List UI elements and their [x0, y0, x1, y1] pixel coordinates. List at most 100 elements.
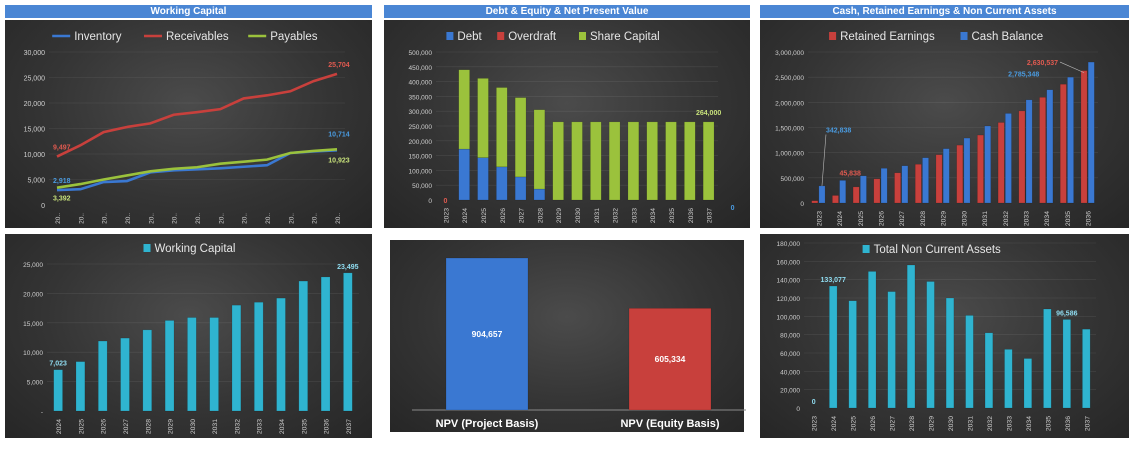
- legend-label-receivables: Receivables: [166, 31, 229, 43]
- bar-debt: [458, 148, 470, 201]
- y-tick-label: 500,000: [781, 176, 805, 183]
- x-tick-label: 2024: [56, 419, 63, 434]
- x-tick-label: 2029: [929, 416, 936, 431]
- data-label: 23,495: [337, 264, 359, 271]
- bar-total-non-current-assets: [1082, 328, 1091, 409]
- x-tick-label: 20..: [288, 213, 295, 224]
- legend-label-retained-earnings: Retained Earnings: [840, 31, 935, 43]
- bar-working-capital: [120, 337, 130, 412]
- x-tick-label: 20..: [125, 213, 132, 224]
- y-tick-label: 25,000: [23, 262, 43, 269]
- debt-equity-bar-chart: 0 50,000 100,000 150,000 200,000 250,000 300,0…: [384, 20, 750, 228]
- bar-total-non-current-assets: [1023, 358, 1033, 409]
- bar-cash-balance: [1046, 89, 1054, 204]
- y-tick-label: 500,000: [409, 50, 433, 57]
- bar-retained-earnings: [914, 163, 922, 204]
- bar-share-capital: [684, 121, 696, 201]
- bar-retained-earnings: [1039, 97, 1046, 204]
- working-capital-line-chart-svg: 0 5,000 10,000 15,000 20,000 25,000 30,000 Inve…: [24, 31, 350, 224]
- x-tick-label: 2025: [481, 208, 488, 223]
- x-tick-label: 2034: [279, 419, 286, 434]
- bar-cash-balance: [922, 157, 929, 204]
- bar-share-capital: [571, 121, 583, 201]
- bar-share-capital: [496, 87, 508, 168]
- x-tick-label: 20..: [335, 213, 342, 224]
- data-label: 96,586: [1056, 310, 1078, 317]
- x-tick-label: 2024: [831, 416, 838, 431]
- y-tick-label: 20,000: [23, 291, 43, 298]
- legend-swatch-total-non-current-assets: [862, 245, 870, 253]
- bar-debt: [514, 176, 527, 201]
- legend-label-cash-balance: Cash Balance: [972, 31, 1044, 43]
- x-tick-label: 20..: [148, 213, 155, 224]
- data-label: 133,077: [821, 277, 846, 284]
- npv-chart-svg: 904,657 NPV (Project Basis) 605,334 NPV (Eq…: [412, 257, 746, 430]
- bar-cash-balance: [984, 125, 992, 204]
- x-tick-label: 2027: [890, 416, 897, 431]
- bar-share-capital: [533, 109, 546, 190]
- x-tick-label: 20..: [312, 213, 319, 224]
- bar-retained-earnings: [977, 134, 984, 204]
- bar-total-non-current-assets: [1062, 319, 1071, 409]
- bar-share-capital: [552, 121, 564, 201]
- y-tick-label: 5,000: [27, 380, 44, 387]
- x-tick-label: 2034: [650, 208, 657, 223]
- x-tick-label: 2029: [556, 208, 563, 223]
- x-tick-label: 2025: [851, 416, 858, 431]
- x-tick-label: 2032: [613, 208, 620, 223]
- bar-cash-balance: [963, 137, 971, 204]
- y-tick-label: 15,000: [23, 321, 43, 328]
- x-tick-label: 2026: [879, 211, 886, 226]
- legend-swatch-cash-balance: [960, 32, 968, 40]
- bar-cash-balance: [880, 168, 888, 204]
- series-line-receivables: [56, 72, 338, 158]
- data-label: 7,023: [49, 361, 67, 368]
- bar-total-non-current-assets: [984, 332, 994, 409]
- x-tick-label: 2036: [1065, 416, 1072, 431]
- bar-total-non-current-assets: [926, 281, 935, 409]
- x-tick-label: 2035: [1045, 416, 1052, 431]
- bar-working-capital: [209, 317, 219, 412]
- legend-swatch-share-capital: [579, 32, 586, 40]
- bar-share-capital: [514, 97, 527, 178]
- bar-working-capital: [231, 304, 242, 412]
- y-tick-label: 1,000,000: [775, 151, 804, 158]
- x-tick-label: 2033: [1006, 416, 1013, 431]
- bar-share-capital: [665, 121, 677, 201]
- y-tick-label: 60,000: [780, 351, 800, 358]
- bar-retained-earnings: [1080, 70, 1088, 204]
- bar-total-non-current-assets: [867, 271, 877, 409]
- x-tick-label: 2031: [594, 208, 601, 223]
- bar-retained-earnings: [1059, 83, 1067, 204]
- working-capital-line-chart: 0 5,000 10,000 15,000 20,000 25,000 30,000 Inve…: [5, 20, 372, 228]
- bar-cash-balance: [860, 175, 867, 204]
- bar-working-capital: [320, 276, 331, 412]
- x-tick-label: 2036: [324, 419, 331, 434]
- x-tick-label: 2030: [575, 208, 582, 223]
- bar-debt: [477, 157, 489, 201]
- y-tick-label: 0: [428, 198, 432, 205]
- y-tick-label: 5,000: [27, 178, 45, 185]
- cash-retained-earnings-chart: 0 500,000 1,000,000 1,500,000 2,000,000 2,500…: [760, 20, 1129, 228]
- bar-working-capital: [53, 369, 63, 412]
- bar-retained-earnings: [811, 200, 819, 204]
- bar-working-capital: [98, 340, 108, 412]
- x-tick-label: 2023: [443, 208, 450, 223]
- bar-cash-balance: [818, 185, 826, 204]
- legend-label-inventory: Inventory: [74, 31, 122, 43]
- x-tick-label: 2031: [212, 419, 219, 434]
- y-tick-label: 50,000: [412, 183, 432, 190]
- x-tick-label: 2027: [123, 419, 130, 434]
- non-current-assets-chart: 0 20,000 40,000 60,000 80,000 100,000 120,000 1…: [760, 234, 1129, 438]
- x-tick-label: 2027: [519, 208, 526, 223]
- series-line-payables: [56, 147, 338, 189]
- x-tick-label: 2033: [257, 419, 264, 434]
- x-tick-label: 2033: [631, 208, 638, 223]
- x-tick-label: 2036: [1086, 211, 1093, 226]
- bar-retained-earnings: [997, 122, 1005, 204]
- y-tick-label: 80,000: [780, 333, 800, 340]
- bar-share-capital: [477, 78, 489, 158]
- bar-retained-earnings: [852, 186, 860, 204]
- legend-swatch-debt: [446, 32, 454, 40]
- y-tick-label: 120,000: [777, 296, 801, 303]
